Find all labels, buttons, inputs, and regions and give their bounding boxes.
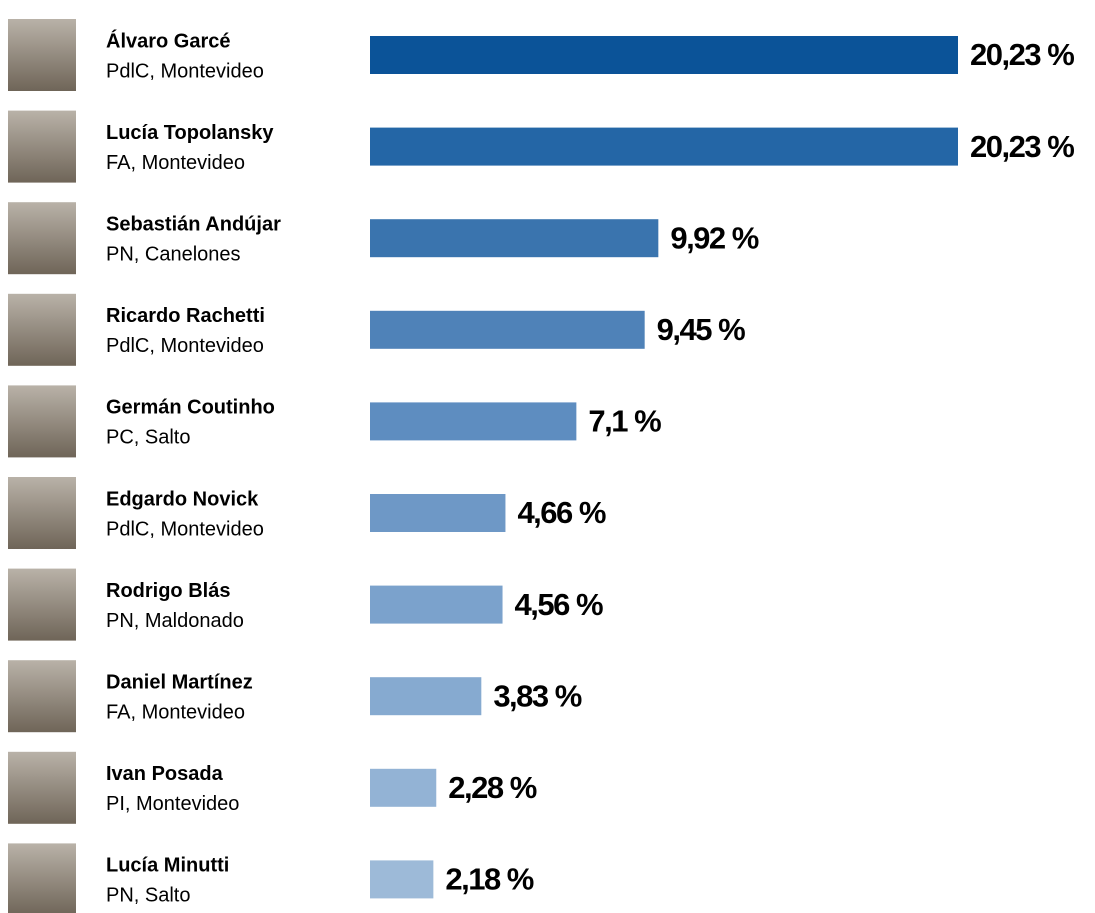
photo bbox=[8, 385, 76, 458]
photo bbox=[8, 843, 76, 913]
candidate-party: FA, Montevideo bbox=[106, 701, 245, 723]
bar bbox=[370, 494, 506, 532]
candidate-name: Álvaro Garcé bbox=[106, 29, 231, 52]
bar bbox=[370, 36, 958, 74]
candidate-party: PdlC, Montevideo bbox=[106, 335, 264, 357]
bar bbox=[370, 402, 577, 441]
bar bbox=[370, 310, 645, 349]
candidate-name: Edgardo Novick bbox=[106, 488, 259, 510]
candidate-name: Germán Coutinho bbox=[106, 397, 275, 419]
candidate-name: Daniel Martínez bbox=[106, 671, 253, 693]
candidate-party: PdlC, Montevideo bbox=[106, 518, 264, 540]
value-label: 20,23 % bbox=[970, 129, 1074, 164]
candidate-name: Rodrigo Blás bbox=[106, 580, 230, 602]
candidate-name: Ricardo Rachetti bbox=[106, 305, 265, 327]
candidate-name: Sebastián Andújar bbox=[106, 213, 281, 235]
candidate-party: PN, Canelones bbox=[106, 243, 241, 265]
photo bbox=[8, 110, 76, 183]
bar bbox=[370, 860, 434, 899]
value-label: 4,66 % bbox=[517, 495, 605, 530]
candidate-name: Lucía Minutti bbox=[106, 855, 229, 877]
candidate-name: Ivan Posada bbox=[106, 763, 224, 785]
bar bbox=[370, 768, 437, 807]
value-label: 9,45 % bbox=[657, 312, 745, 347]
value-label: 9,92 % bbox=[670, 220, 758, 255]
candidate-name: Lucía Topolansky bbox=[106, 122, 274, 144]
photo bbox=[8, 19, 76, 91]
candidate-party: PdlC, Montevideo bbox=[106, 60, 264, 82]
bar bbox=[370, 677, 482, 716]
candidate-party: PC, Salto bbox=[106, 427, 190, 449]
value-label: 2,18 % bbox=[445, 862, 533, 897]
bar bbox=[370, 219, 659, 258]
photo bbox=[8, 202, 76, 275]
value-label: 4,56 % bbox=[515, 587, 603, 622]
photo bbox=[8, 477, 76, 549]
candidate-party: FA, Montevideo bbox=[106, 152, 245, 174]
candidate-party: PN, Salto bbox=[106, 885, 190, 907]
value-label: 7,1 % bbox=[588, 404, 661, 439]
value-label: 3,83 % bbox=[493, 678, 581, 713]
photo bbox=[8, 568, 76, 641]
bar bbox=[370, 585, 503, 624]
photo bbox=[8, 751, 76, 824]
candidate-party: PN, Maldonado bbox=[106, 610, 244, 632]
candidate-party: PI, Montevideo bbox=[106, 793, 239, 815]
photo bbox=[8, 660, 76, 733]
value-label: 2,28 % bbox=[448, 770, 536, 805]
value-label: 20,23 % bbox=[970, 37, 1074, 72]
photo bbox=[8, 293, 76, 366]
bar bbox=[370, 127, 958, 166]
